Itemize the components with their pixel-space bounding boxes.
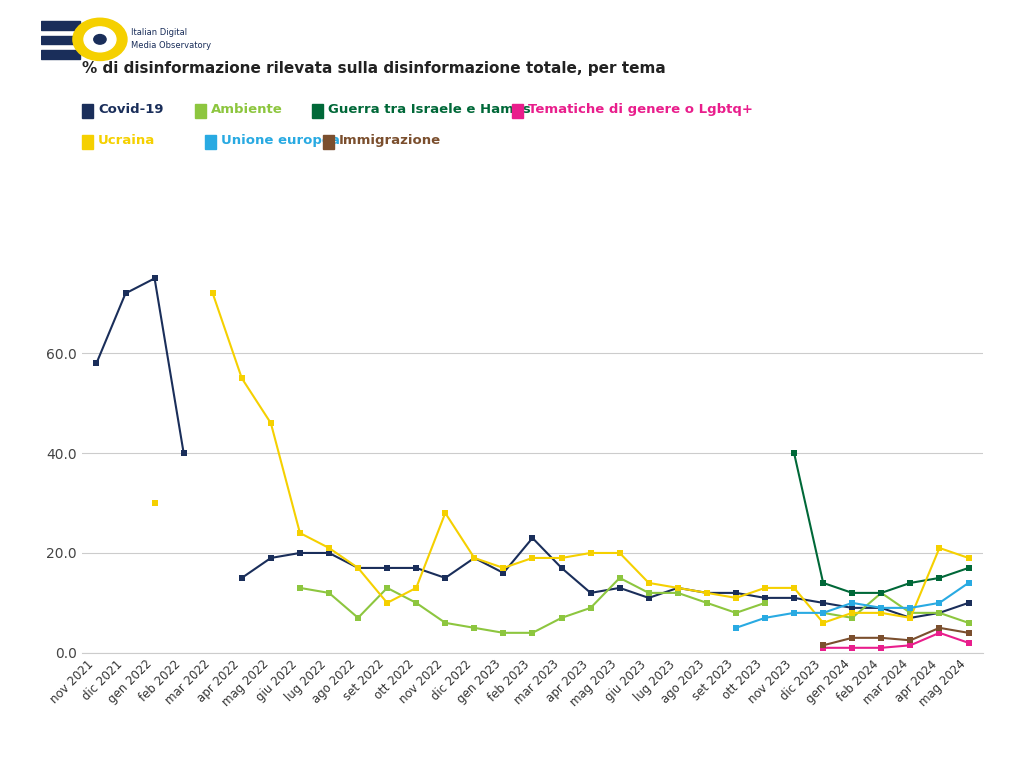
Text: Ucraina: Ucraina [98,134,156,147]
Text: % di disinformazione rilevata sulla disinformazione totale, per tema: % di disinformazione rilevata sulla disi… [82,61,666,77]
Text: Guerra tra Israele e Hamas: Guerra tra Israele e Hamas [329,104,531,117]
Text: Ambiente: Ambiente [211,104,283,117]
Text: Covid-19: Covid-19 [98,104,164,117]
Bar [41,50,80,58]
Circle shape [84,27,116,52]
Bar [41,35,80,44]
Text: Italian Digital: Italian Digital [131,28,186,37]
Bar [41,22,80,30]
Circle shape [94,35,106,44]
Text: Tematiche di genere o Lgbtq+: Tematiche di genere o Lgbtq+ [528,104,753,117]
Text: Immigrazione: Immigrazione [339,134,441,147]
Text: Unione europea: Unione europea [221,134,340,147]
Circle shape [73,18,127,61]
Text: Media Observatory: Media Observatory [131,41,211,50]
